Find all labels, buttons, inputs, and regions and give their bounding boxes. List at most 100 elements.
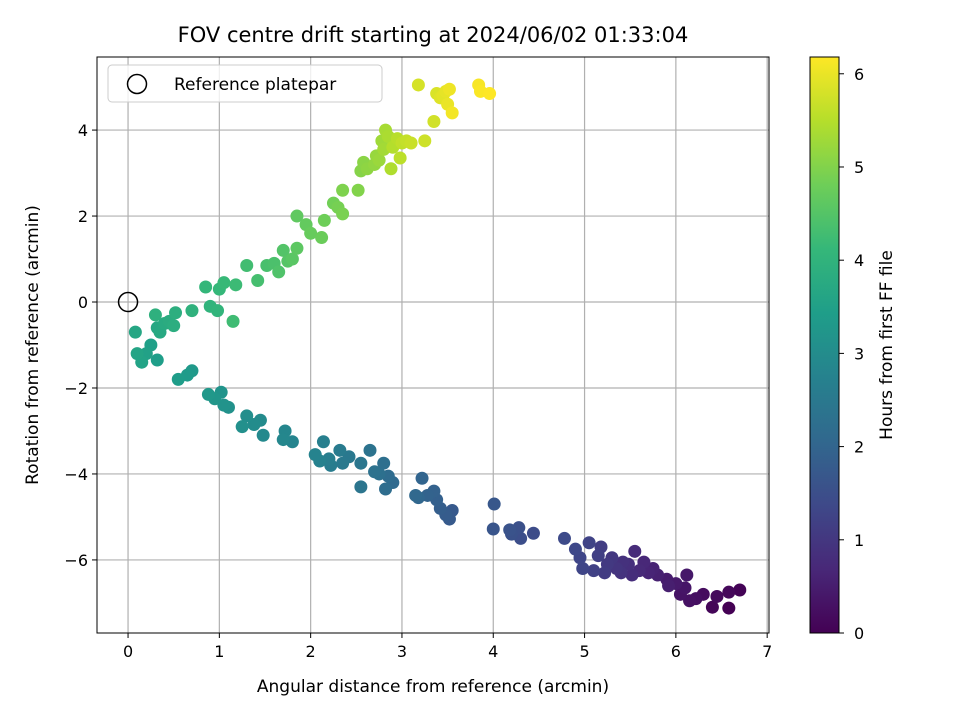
x-tick-label: 4 — [488, 642, 498, 661]
x-axis-label: Angular distance from reference (arcmin) — [257, 677, 609, 697]
data-point — [128, 325, 142, 339]
colorbar-label: Hours from first FF file — [877, 250, 897, 440]
y-tick-label: −2 — [64, 379, 88, 398]
data-point — [733, 583, 747, 597]
data-point — [442, 82, 456, 96]
data-point — [427, 114, 441, 128]
data-point — [167, 319, 181, 333]
grid — [97, 57, 769, 633]
data-point — [503, 523, 517, 537]
data-point — [276, 243, 290, 257]
data-point — [211, 304, 225, 318]
x-tick-label: 3 — [397, 642, 407, 661]
data-point — [587, 564, 601, 578]
data-point — [393, 151, 407, 165]
colorbar-tick-label: 1 — [854, 531, 864, 550]
data-point — [336, 207, 350, 221]
data-point — [415, 471, 429, 485]
data-point — [217, 276, 231, 290]
data-point — [130, 347, 144, 361]
data-point — [308, 448, 322, 462]
colorbar-tick-label: 2 — [854, 438, 864, 457]
legend-marker-icon — [126, 73, 148, 95]
data-point — [591, 549, 605, 563]
data-point — [625, 568, 639, 582]
data-point — [705, 600, 719, 614]
data-point — [290, 209, 304, 223]
data-point — [235, 420, 249, 434]
data-point — [628, 544, 642, 558]
data-point — [256, 428, 270, 442]
y-tick-label: −6 — [64, 551, 88, 570]
data-point — [411, 78, 425, 92]
reference-marker — [117, 291, 139, 313]
data-point — [316, 435, 330, 449]
chart-title: FOV centre drift starting at 2024/06/02 … — [178, 23, 689, 47]
colorbar-tick-label: 5 — [854, 158, 864, 177]
y-tick-label: −4 — [64, 465, 88, 484]
x-tick-label: 5 — [579, 642, 589, 661]
data-point — [598, 566, 612, 580]
data-point — [251, 274, 265, 288]
reference-platepar-marker — [117, 291, 139, 313]
data-point — [683, 594, 697, 608]
data-point — [372, 153, 386, 167]
x-tick-label: 6 — [671, 642, 681, 661]
colorbar-tick-label: 6 — [854, 65, 864, 84]
data-point — [185, 304, 199, 318]
data-point — [217, 398, 231, 412]
data-point — [418, 134, 432, 148]
colorbar-ticks: 0 1 2 3 4 5 6 — [839, 65, 864, 643]
y-tick-label: 4 — [78, 121, 88, 140]
data-point — [722, 601, 736, 615]
plot-frame — [96, 56, 770, 634]
data-point — [148, 308, 162, 322]
data-point — [487, 497, 501, 511]
data-point — [247, 418, 261, 432]
y-tick-label: 2 — [78, 207, 88, 226]
data-point — [582, 536, 596, 550]
data-point — [486, 522, 500, 536]
colorbar-tick-label: 0 — [854, 624, 864, 643]
data-point — [568, 542, 582, 556]
data-point — [483, 87, 497, 101]
data-point — [336, 456, 350, 470]
x-tick-label: 1 — [214, 642, 224, 661]
data-point — [404, 136, 418, 150]
data-point — [272, 265, 286, 279]
data-point — [557, 531, 571, 545]
data-point — [526, 526, 540, 540]
data-point — [317, 213, 331, 227]
x-tick-label: 7 — [762, 642, 772, 661]
data-point — [576, 562, 590, 576]
data-point — [662, 579, 676, 593]
data-point — [409, 488, 423, 502]
colorbar-tick-label: 4 — [854, 251, 864, 270]
colorbar-tick-label: 3 — [854, 344, 864, 363]
colorbar — [809, 56, 840, 634]
data-point — [169, 306, 183, 320]
y-axis-ticks: −6 −4 −2 0 2 4 — [64, 121, 97, 570]
data-point — [710, 589, 724, 603]
scatter-points — [128, 78, 747, 615]
data-point — [150, 353, 164, 367]
data-point — [722, 585, 736, 599]
data-point — [226, 314, 240, 328]
data-point — [290, 241, 304, 255]
y-tick-label: 0 — [78, 293, 88, 312]
legend: Reference platepar — [107, 64, 383, 103]
y-axis-label: Rotation from reference (arcmin) — [23, 205, 43, 485]
data-point — [304, 226, 318, 240]
x-tick-label: 0 — [123, 642, 133, 661]
data-point — [354, 456, 368, 470]
data-point — [240, 258, 254, 272]
data-point — [336, 183, 350, 197]
legend-label: Reference platepar — [174, 75, 336, 95]
x-axis-ticks: 0 1 2 3 4 5 6 7 — [123, 633, 772, 661]
data-point — [333, 443, 347, 457]
data-point — [199, 280, 213, 294]
data-point — [171, 372, 185, 386]
data-point — [315, 231, 329, 245]
data-point — [384, 162, 398, 176]
